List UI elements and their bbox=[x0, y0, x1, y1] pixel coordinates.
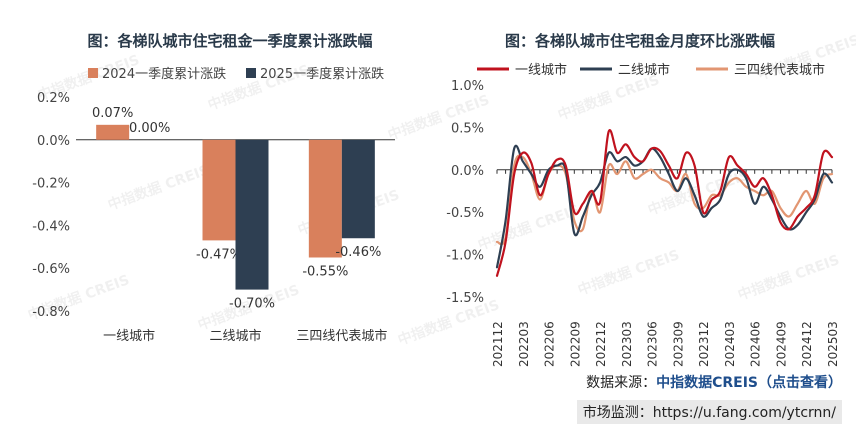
y-tick-label: -0.4% bbox=[32, 219, 70, 234]
bar-chart-axis: 0.2% 0.0% -0.2% -0.4% -0.6% -0.8% 一线城市 二线城市 三四线代… bbox=[32, 91, 395, 344]
data-source-link[interactable]: 中指数据CREIS（点击查看） bbox=[656, 375, 842, 391]
bar-data-label: 0.07% bbox=[92, 106, 133, 121]
y-tick-label: -0.8% bbox=[32, 305, 70, 320]
y-tick-label: 0.5% bbox=[451, 121, 484, 136]
x-tick-label: 202312 bbox=[697, 321, 711, 367]
x-tick-label: 202306 bbox=[646, 321, 660, 367]
x-category-label: 二线城市 bbox=[209, 328, 261, 344]
bar bbox=[308, 139, 342, 258]
bar-chart-bars: 0.07%0.00% -0.47% -0.70% -0.55% -0.46% bbox=[92, 106, 381, 312]
bar bbox=[235, 139, 269, 290]
x-tick-label: 202212 bbox=[594, 321, 608, 367]
bar bbox=[202, 139, 236, 241]
bar-data-label: 0.00% bbox=[129, 121, 170, 136]
bar bbox=[96, 124, 130, 140]
x-tick-label: 202309 bbox=[671, 321, 685, 367]
y-tick-label: 0.0% bbox=[37, 134, 70, 149]
watermark-text: 中指数据 CREIS bbox=[556, 71, 662, 124]
y-tick-label: -0.6% bbox=[32, 262, 70, 277]
bar-data-label: -0.55% bbox=[302, 265, 348, 280]
x-tick-label: 202203 bbox=[517, 321, 531, 367]
legend-label: 2024一季度累计涨跌 bbox=[102, 66, 226, 82]
bar-chart-title: 图：各梯队城市住宅租金一季度累计涨跌幅 bbox=[87, 32, 372, 50]
x-tick-label: 202303 bbox=[620, 321, 634, 367]
y-tick-label: -1.0% bbox=[446, 249, 484, 264]
legend-label: 一线城市 bbox=[515, 62, 567, 78]
legend-swatch bbox=[246, 68, 256, 78]
legend-label: 二线城市 bbox=[618, 62, 670, 78]
data-source: 数据来源：中指数据CREIS（点击查看） bbox=[586, 372, 842, 392]
x-category-label: 一线城市 bbox=[103, 328, 155, 344]
legend-label: 2025一季度累计涨跌 bbox=[260, 66, 384, 82]
x-tick-label: 202503 bbox=[826, 321, 840, 367]
bar-data-label: -0.70% bbox=[229, 297, 275, 312]
bar-data-label: -0.47% bbox=[196, 247, 242, 262]
x-tick-label: 202406 bbox=[749, 321, 763, 367]
x-tick-label: 202403 bbox=[723, 321, 737, 367]
x-tick-label: 202412 bbox=[800, 321, 814, 367]
y-tick-label: 0.0% bbox=[451, 164, 484, 179]
x-tick-label: 202409 bbox=[774, 321, 788, 367]
legend-label: 三四线代表城市 bbox=[734, 62, 825, 78]
market-monitor-link[interactable]: 市场监测：https://u.fang.com/ytcrnn/ bbox=[576, 400, 842, 424]
watermark-text: 中指数据 CREIS bbox=[106, 161, 212, 214]
legend-swatch bbox=[88, 68, 98, 78]
y-tick-label: 0.2% bbox=[37, 91, 70, 106]
series-line bbox=[495, 129, 834, 277]
bar-chart-legend: 2024一季度累计涨跌 2025一季度累计涨跌 bbox=[88, 66, 384, 82]
watermark-text: 中指数据 CREIS bbox=[576, 246, 682, 299]
y-tick-label: -0.2% bbox=[32, 177, 70, 192]
watermark-text: 中指数据 CREIS bbox=[476, 201, 582, 254]
line-chart: 图：各梯队城市住宅租金月度环比涨跌幅 一线城市 二线城市 三四线代表城市 1.0% 0… bbox=[446, 32, 840, 367]
data-source-label: 数据来源： bbox=[586, 375, 657, 391]
x-category-label: 三四线代表城市 bbox=[296, 328, 387, 344]
y-tick-label: -1.5% bbox=[446, 291, 484, 306]
watermark-text: 中指数据 CREIS bbox=[736, 251, 842, 304]
bar-data-label: -0.46% bbox=[335, 245, 381, 260]
bar bbox=[341, 139, 375, 239]
line-chart-title: 图：各梯队城市住宅租金月度环比涨跌幅 bbox=[505, 32, 775, 50]
line-chart-lines bbox=[495, 129, 834, 277]
bar-chart: 图：各梯队城市住宅租金一季度累计涨跌幅 2024一季度累计涨跌 2025一季度累计… bbox=[32, 32, 395, 344]
x-tick-label: 202206 bbox=[543, 321, 557, 367]
line-chart-axis: 1.0% 0.5% 0.0% -0.5% -1.0% -1.5% 202112 202203 2… bbox=[446, 79, 840, 367]
x-tick-label: 202209 bbox=[568, 321, 582, 367]
y-tick-label: 1.0% bbox=[451, 79, 484, 94]
y-tick-label: -0.5% bbox=[446, 206, 484, 221]
x-tick-label: 202112 bbox=[491, 321, 505, 367]
line-chart-legend: 一线城市 二线城市 三四线代表城市 bbox=[477, 62, 825, 78]
